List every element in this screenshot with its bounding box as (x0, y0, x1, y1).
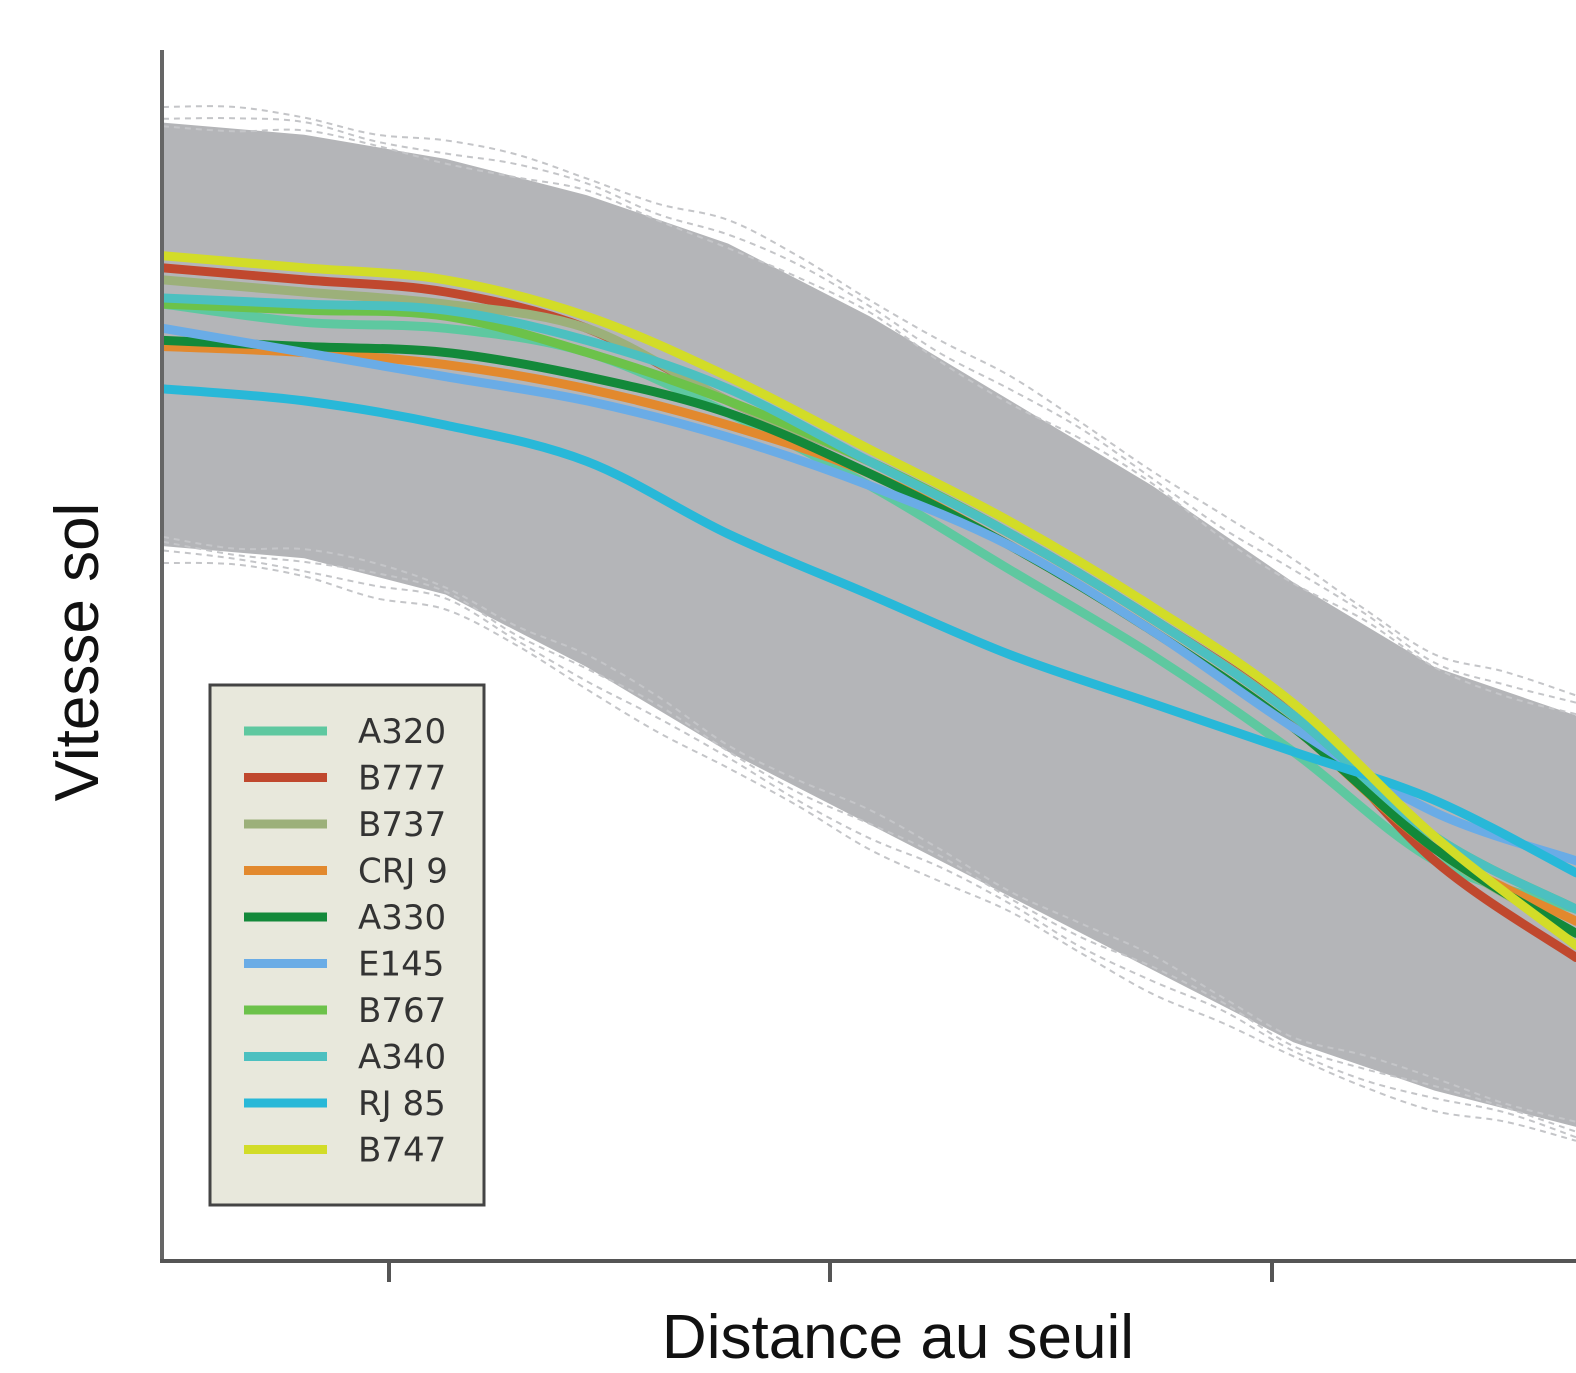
legend-label: B767 (358, 991, 446, 1031)
legend-label: B777 (358, 759, 446, 799)
legend-label: B737 (358, 805, 446, 845)
legend-item: A340 (244, 1038, 446, 1078)
legend-label: A320 (358, 712, 446, 752)
series-line-a340 (163, 293, 1576, 914)
x-axis-label: Distance au seuil (662, 1303, 1134, 1372)
legend-label: B747 (358, 1131, 446, 1171)
background-trace (163, 117, 1576, 704)
series-line-b747 (163, 251, 1576, 950)
legend-box (208, 683, 486, 1207)
legend-item: CRJ 9 (244, 852, 448, 892)
plot-area (163, 105, 1576, 1142)
legend: A320 B777 B737 CRJ 9 A330 E145 B767 A340 RJ 85 B7… (208, 683, 486, 1207)
legend-label: A330 (358, 898, 446, 938)
legend-label: RJ 85 (358, 1084, 446, 1124)
legend-label: CRJ 9 (358, 852, 448, 892)
legend-item: B767 (244, 991, 446, 1031)
legend-item: B747 (244, 1131, 446, 1171)
legend-item: RJ 85 (244, 1084, 446, 1124)
x-ticks (387, 1261, 1274, 1282)
legend-label: E145 (358, 945, 444, 985)
background-trace (163, 535, 1576, 1123)
background-trace (163, 105, 1576, 697)
legend-item: B777 (244, 759, 446, 799)
legend-item: B737 (244, 805, 446, 845)
series-line-rj-85 (163, 384, 1576, 878)
series-lines (163, 251, 1576, 962)
y-axis-label: Vitesse sol (43, 503, 112, 802)
legend-items: A320 B777 B737 CRJ 9 A330 E145 B767 A340 RJ 85 B7… (244, 712, 448, 1171)
background-trace (163, 125, 1576, 716)
background-trace (163, 540, 1576, 1133)
legend-item: A320 (244, 712, 446, 752)
background-trace (163, 549, 1576, 1139)
legend-item: A330 (244, 898, 446, 938)
background-trace (163, 561, 1576, 1142)
legend-item: E145 (244, 945, 444, 985)
legend-label: A340 (358, 1038, 446, 1078)
background-trace-lines (163, 105, 1576, 1142)
